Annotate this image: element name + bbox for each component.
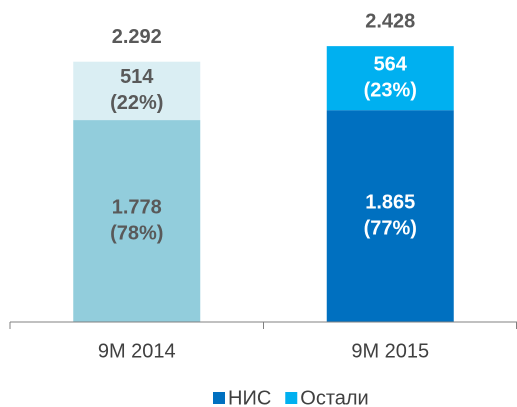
share-label: (78%) xyxy=(110,222,163,244)
x-tick-label: 9M 2014 xyxy=(98,340,176,362)
legend-label: Остали xyxy=(300,387,368,407)
value-label: 1.778 xyxy=(112,196,162,218)
bar-segment xyxy=(326,110,454,322)
total-label: 2.292 xyxy=(112,26,162,48)
bar-segment xyxy=(73,120,201,322)
bar-segment xyxy=(73,61,201,121)
value-label: 564 xyxy=(374,53,408,75)
legend-swatch xyxy=(213,392,225,404)
legend-label: НИС xyxy=(228,387,271,407)
total-label: 2.428 xyxy=(365,11,415,33)
share-label: (23%) xyxy=(364,79,417,101)
share-label: (22%) xyxy=(110,92,163,114)
value-label: 1.865 xyxy=(365,191,415,213)
x-tick-label: 9M 2015 xyxy=(351,340,429,362)
bar-segment xyxy=(326,46,454,111)
value-label: 514 xyxy=(120,66,154,88)
legend-swatch xyxy=(285,392,298,404)
share-label: (77%) xyxy=(364,217,417,239)
